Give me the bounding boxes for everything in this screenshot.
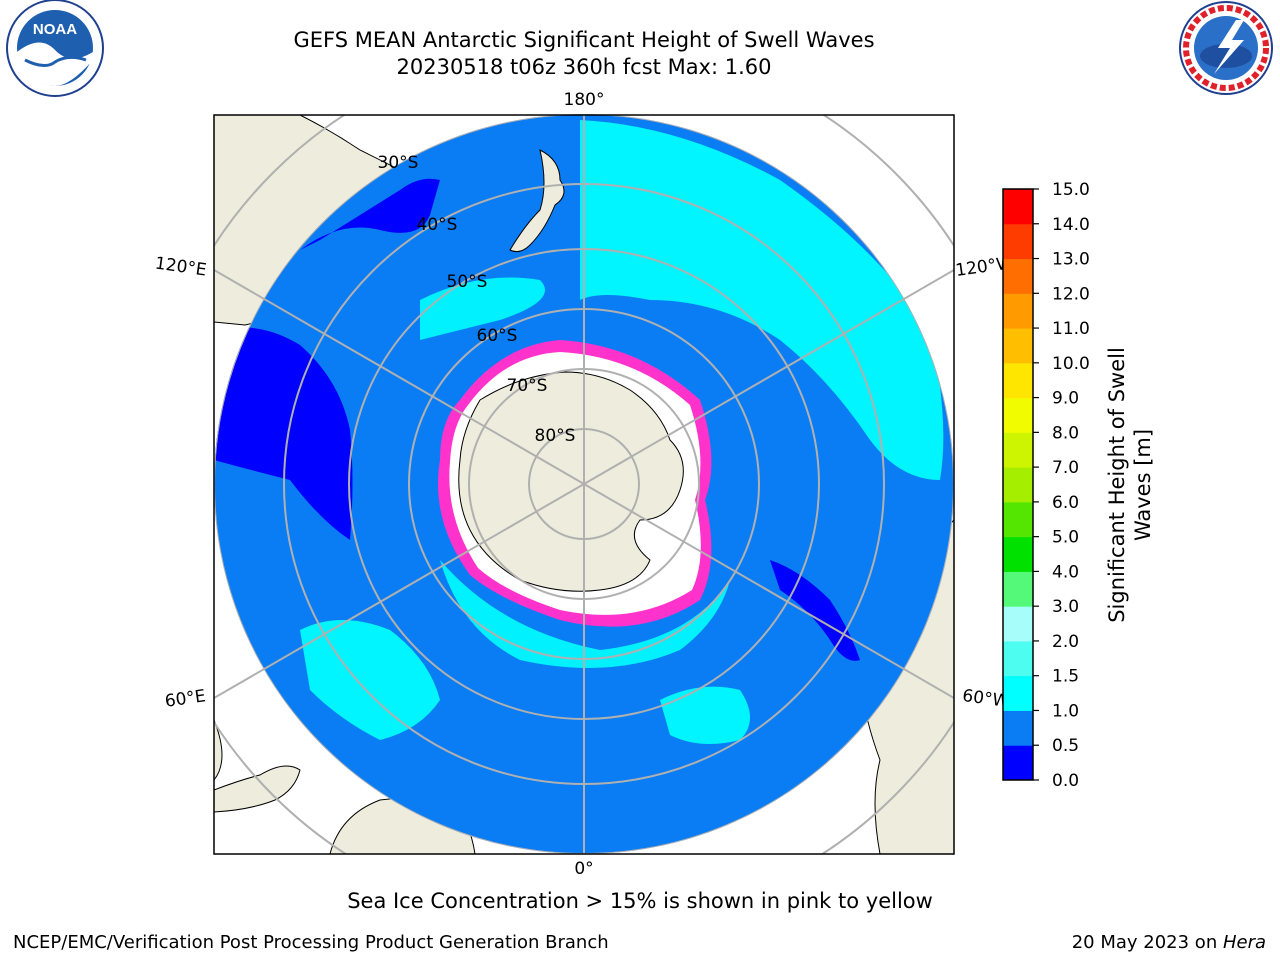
- colorbar-segment: [1003, 710, 1033, 746]
- lat-label-40s: 40°S: [417, 215, 458, 235]
- low-swell-region-south-america: [770, 560, 860, 661]
- mid-swell-region-southern: [440, 560, 730, 668]
- sea-ice-note: Sea Ice Concentration > 15% is shown in …: [347, 889, 933, 913]
- lat-label-50s: 50°S: [447, 272, 488, 292]
- lat-label-60s: 60°S: [477, 326, 518, 346]
- colorbar-segment: [1003, 571, 1033, 607]
- noaa-logo: NOAA: [6, 0, 104, 97]
- colorbar-tick-label: 0.5: [1052, 736, 1079, 756]
- colorbar-segment: [1003, 501, 1033, 538]
- madagascar-land: [214, 765, 301, 813]
- antarctica-land: [458, 371, 684, 592]
- colorbar-title: Significant Height of Swell Waves [m]: [1105, 347, 1155, 623]
- footer-date-text: 20 May 2023 on: [1071, 932, 1223, 953]
- colorbar-tick-label: 14.0: [1052, 215, 1090, 235]
- colorbar-tick-label: 12.0: [1052, 284, 1090, 304]
- colorbar-tick-label: 8.0: [1052, 423, 1079, 443]
- mid-swell-region-atlantic: [660, 686, 750, 744]
- colorbar-segment: [1003, 223, 1033, 260]
- colorbar-segment: [1003, 640, 1033, 677]
- lon-label-60e: 60°E: [164, 686, 207, 711]
- lat-label-80s: 80°S: [535, 426, 576, 446]
- low-swell-region-tasman: [300, 178, 440, 250]
- colorbar-tick-label: 15.0: [1052, 180, 1090, 200]
- lat-label-30s: 30°S: [378, 153, 419, 173]
- colorbar-tick-label: 11.0: [1052, 319, 1090, 339]
- footer-host: Hera: [1222, 932, 1266, 953]
- map-frame: [213, 114, 955, 855]
- low-swell-region-west: [214, 327, 353, 540]
- colorbar-segment: [1003, 432, 1033, 468]
- lon-label-180: 180°: [564, 90, 605, 110]
- chart-title: GEFS MEAN Antarctic Significant Height o…: [293, 28, 875, 52]
- new-zealand-land: [509, 149, 565, 253]
- colorbar-tick-label: 1.0: [1052, 701, 1079, 721]
- colorbar-segment: [1003, 362, 1033, 399]
- chart-subtitle: 20230518 t06z 360h fcst Max: 1.60: [396, 55, 772, 79]
- colorbar-segment: [1003, 467, 1033, 503]
- mid-swell-region-ring: [420, 277, 545, 340]
- colorbar-tick-label: 2.0: [1052, 632, 1079, 652]
- colorbar-tick-label: 9.0: [1052, 389, 1079, 409]
- footer-producer: NCEP/EMC/Verification Post Processing Pr…: [13, 932, 609, 953]
- colorbar-segment: [1003, 328, 1033, 364]
- colorbar-segment: [1003, 189, 1033, 225]
- colorbar-tick-label: 1.5: [1052, 667, 1079, 687]
- colorbar-segment: [1003, 397, 1033, 433]
- colorbar-segment: [1003, 258, 1033, 294]
- lat-label-70s: 70°S: [507, 376, 548, 396]
- nws-logo: [1179, 1, 1273, 95]
- colorbar-tick-label: 4.0: [1052, 562, 1079, 582]
- colorbar-tick-label: 5.0: [1052, 528, 1079, 548]
- colorbar-segment: [1003, 745, 1033, 781]
- colorbar-tick-label: 0.0: [1052, 771, 1079, 791]
- colorbar-segment: [1003, 536, 1033, 572]
- lon-label-120e: 120°E: [154, 254, 208, 281]
- mid-swell-region-pacific: [580, 120, 944, 480]
- colorbar-tick-label: 10.0: [1052, 354, 1090, 374]
- colorbar-segment: [1003, 606, 1033, 642]
- colorbar-tick-label: 3.0: [1052, 597, 1079, 617]
- noaa-logo-text: NOAA: [33, 21, 77, 38]
- colorbar: 0.0 0.5 1.0 1.5 2.0 3.0 4.0 5.0 6.0 7.0 8.0 9.0 10.0…: [1002, 180, 1090, 791]
- colorbar-tick-label: 13.0: [1052, 250, 1090, 270]
- footer-date: 20 May 2023 on Hera: [1072, 932, 1266, 953]
- colorbar-frame: [1002, 188, 1034, 781]
- colorbar-tick-label: 6.0: [1052, 493, 1079, 513]
- lon-label-0: 0°: [574, 859, 593, 879]
- colorbar-segment: [1003, 293, 1033, 329]
- colorbar-tick-label: 7.0: [1052, 458, 1079, 478]
- colorbar-segment: [1003, 675, 1033, 711]
